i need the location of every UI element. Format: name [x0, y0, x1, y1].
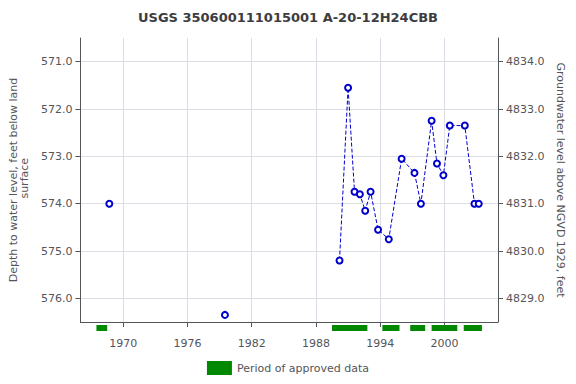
svg-text:Groundwater level above NGVD 1: Groundwater level above NGVD 1929, feet [554, 62, 567, 298]
svg-text:1982: 1982 [238, 337, 266, 350]
svg-text:4830.0: 4830.0 [506, 245, 545, 258]
svg-text:572.0: 572.0 [41, 103, 73, 116]
svg-text:576.0: 576.0 [41, 292, 73, 305]
svg-text:4832.0: 4832.0 [506, 150, 545, 163]
svg-text:575.0: 575.0 [41, 245, 73, 258]
svg-text:574.0: 574.0 [41, 197, 73, 210]
svg-text:4833.0: 4833.0 [506, 103, 545, 116]
svg-text:1988: 1988 [302, 337, 330, 350]
svg-text:573.0: 573.0 [41, 150, 73, 163]
svg-text:surface: surface [18, 158, 31, 202]
svg-text:2000: 2000 [430, 337, 458, 350]
svg-text:4834.0: 4834.0 [506, 55, 545, 68]
svg-text:4829.0: 4829.0 [506, 292, 545, 305]
svg-text:1976: 1976 [173, 337, 201, 350]
svg-text:4831.0: 4831.0 [506, 197, 545, 210]
svg-text:Period of approved data: Period of approved data [237, 362, 369, 375]
svg-text:Depth to water level, feet bel: Depth to water level, feet below land [7, 77, 20, 283]
svg-text:1970: 1970 [109, 337, 137, 350]
svg-text:1994: 1994 [366, 337, 394, 350]
svg-text:USGS 350600111015001 A-20-12H2: USGS 350600111015001 A-20-12H24CBB [138, 10, 438, 25]
svg-text:571.0: 571.0 [41, 55, 73, 68]
